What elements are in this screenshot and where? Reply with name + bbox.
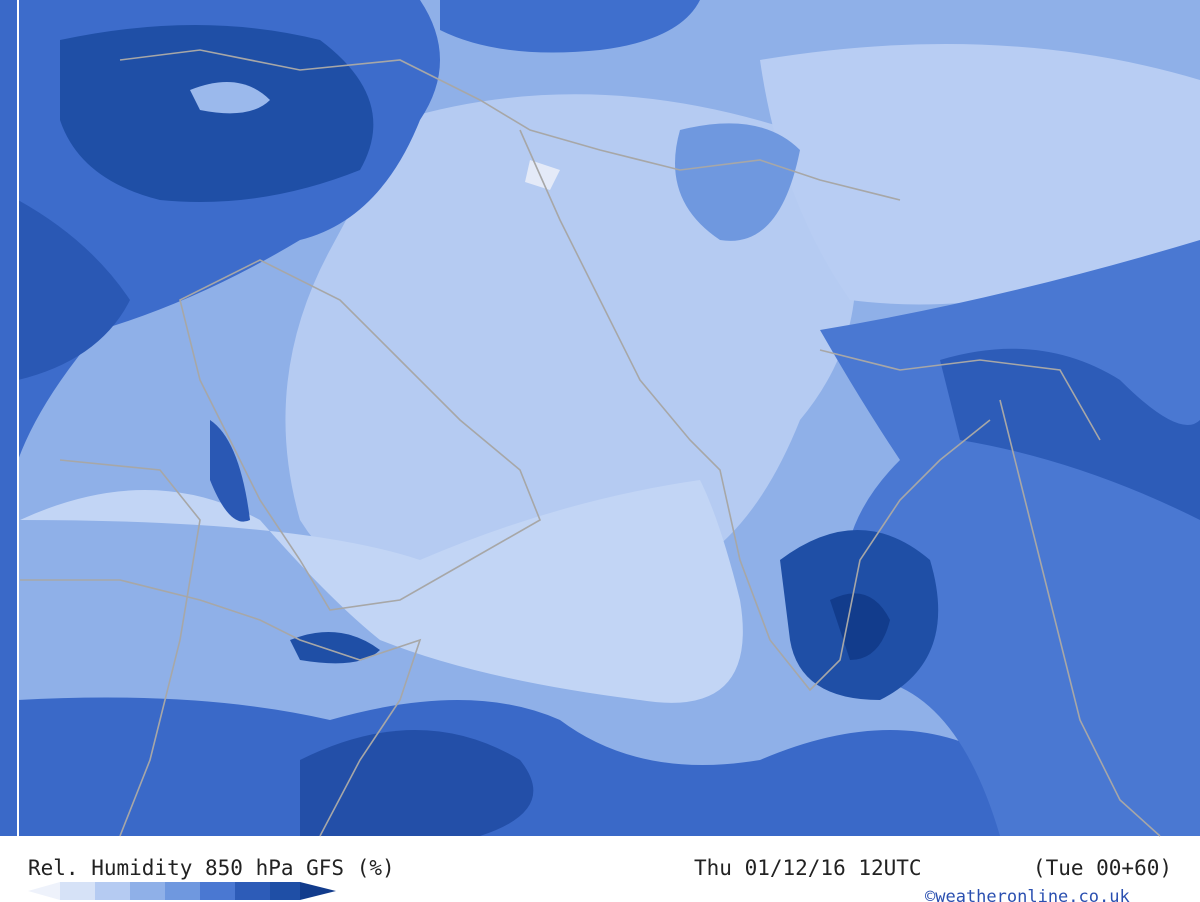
legend-scale <box>28 882 336 900</box>
credit: ©weatheronline.co.uk <box>925 887 1130 902</box>
forecast-run: (Tue 00+60) <box>1033 856 1172 880</box>
map-title: Rel. Humidity 850 hPa GFS (%) <box>28 856 395 880</box>
valid-time: Thu 01/12/16 12UTC <box>694 856 922 880</box>
